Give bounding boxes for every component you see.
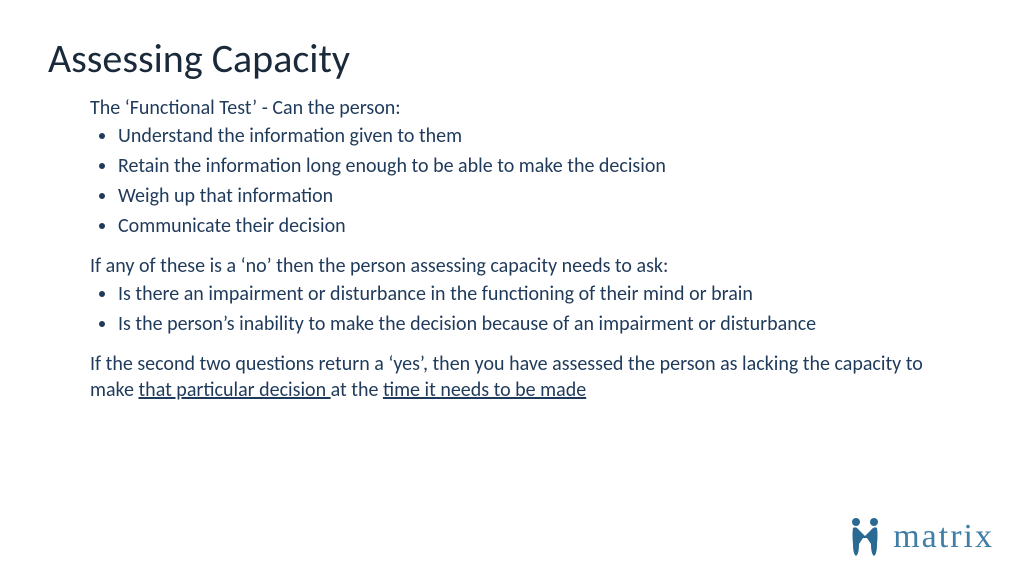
section1-intro: The ‘Functional Test’ - Can the person: bbox=[90, 95, 956, 121]
list-item: Understand the information given to them bbox=[118, 123, 956, 149]
slide-title: Assessing Capacity bbox=[48, 34, 976, 83]
brand-logo-text: matrix bbox=[893, 520, 994, 558]
conclusion-text: at the bbox=[331, 378, 383, 402]
section1-bullets: Understand the information given to them… bbox=[90, 123, 956, 239]
list-item: Communicate their decision bbox=[118, 213, 956, 239]
conclusion-underline-1: that particular decision bbox=[138, 378, 330, 402]
conclusion-paragraph: If the second two questions return a ‘ye… bbox=[90, 351, 956, 403]
slide-body: The ‘Functional Test’ - Can the person: … bbox=[48, 95, 976, 403]
list-item: Is the person’s inability to make the de… bbox=[118, 311, 956, 337]
section2-bullets: Is there an impairment or disturbance in… bbox=[90, 281, 956, 337]
people-handshake-icon bbox=[843, 514, 887, 558]
section2-intro: If any of these is a ‘no’ then the perso… bbox=[90, 253, 956, 279]
list-item: Weigh up that information bbox=[118, 183, 956, 209]
list-item: Retain the information long enough to be… bbox=[118, 153, 956, 179]
list-item: Is there an impairment or disturbance in… bbox=[118, 281, 956, 307]
brand-logo: matrix bbox=[843, 514, 994, 558]
slide: Assessing Capacity The ‘Functional Test’… bbox=[0, 0, 1024, 576]
conclusion-underline-2: time it needs to be made bbox=[383, 378, 586, 402]
